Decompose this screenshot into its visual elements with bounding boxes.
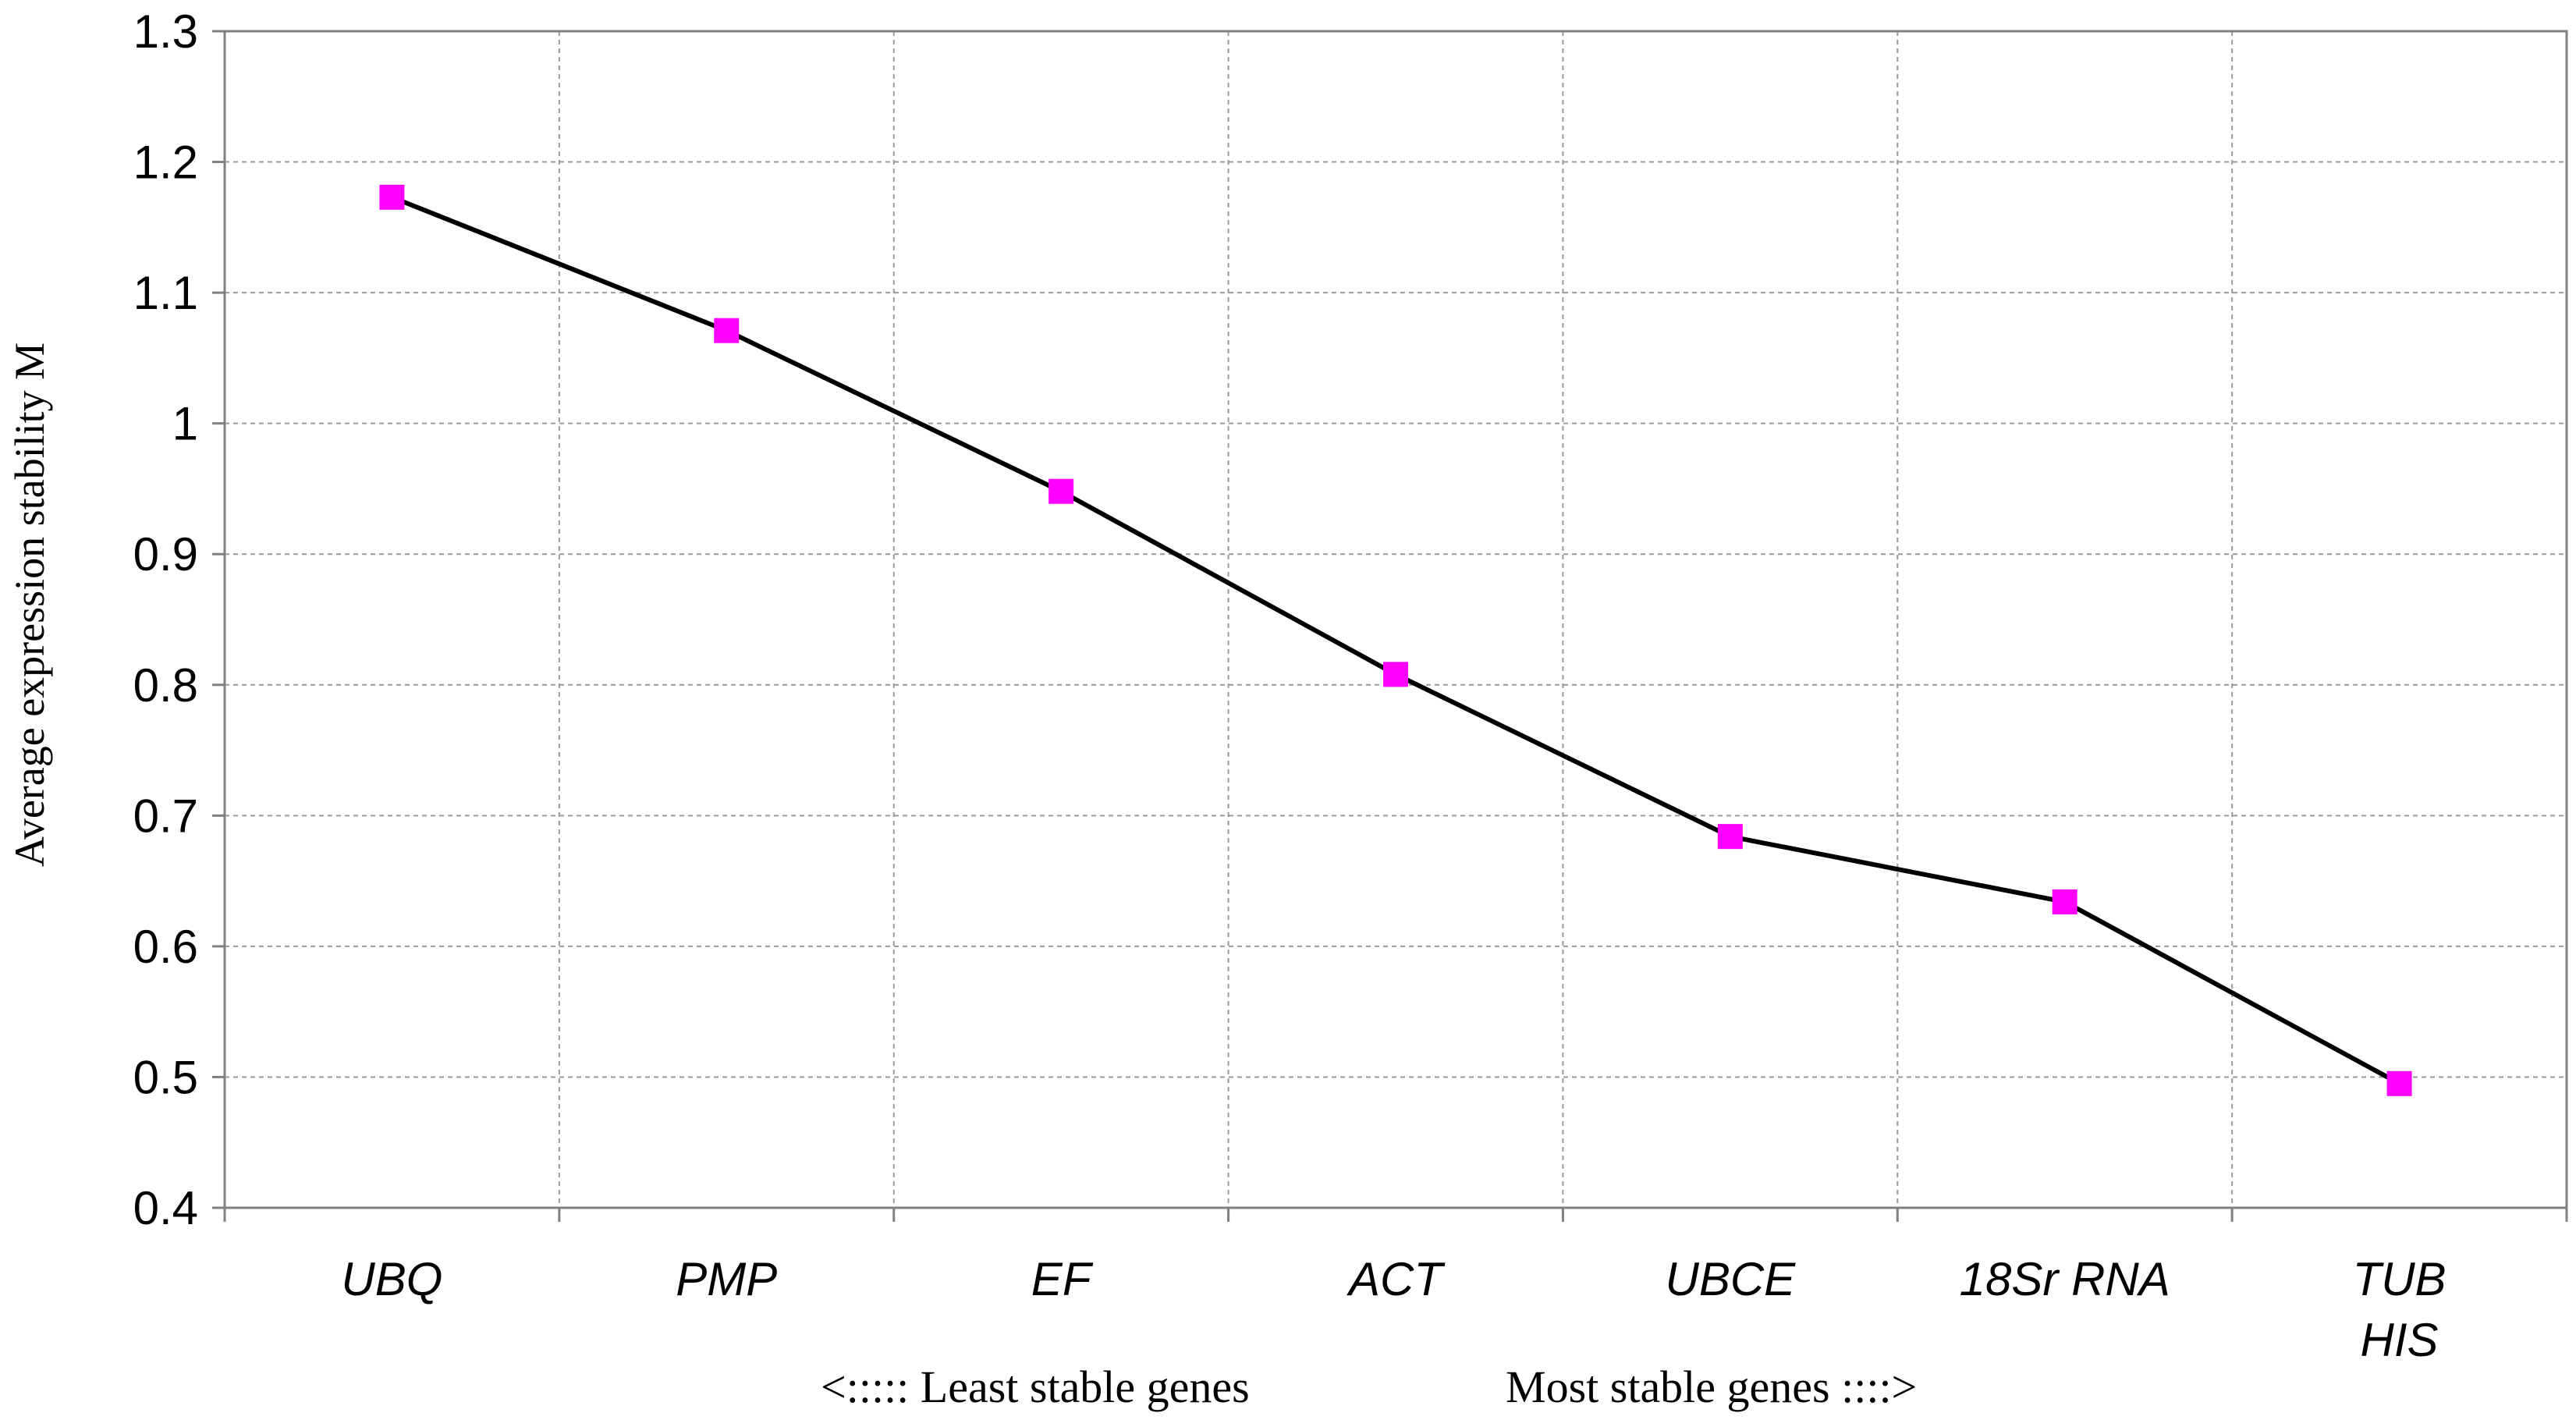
xtick-label-5: 18Sr RNA	[1960, 1253, 2170, 1305]
point-0-6	[2386, 1070, 2412, 1096]
most-stable-annotation: Most stable genes ::::>	[1506, 1361, 1917, 1412]
ytick-label-0: 0.4	[133, 1182, 198, 1234]
ytick-label-4: 0.8	[133, 659, 198, 712]
xtick-label-4: UBCE	[1666, 1253, 1797, 1305]
ytick-label-6: 1	[172, 398, 198, 450]
ytick-label-3: 0.7	[133, 790, 198, 842]
xtick-label-2: EF	[1031, 1253, 1094, 1305]
xtick-label-3: ACT	[1347, 1253, 1446, 1305]
point-0-4	[1717, 824, 1743, 850]
y-axis-label: Average expression stability M	[6, 343, 53, 867]
grid-layer	[225, 30, 2567, 1208]
point-0-5	[2052, 889, 2077, 914]
xtick-label-0: UBQ	[341, 1253, 442, 1305]
point-0-3	[1383, 662, 1408, 687]
point-0-2	[1048, 478, 1074, 504]
ytick-label-2: 0.6	[133, 921, 198, 973]
ytick-label-5: 0.9	[133, 528, 198, 580]
xtick-label-1: PMP	[676, 1253, 777, 1305]
point-0-1	[714, 318, 740, 343]
y-tick-labels: 0.4 0.5 0.6 0.7 0.8 0.9 1 1.1 1.2 1.3	[133, 5, 198, 1234]
ytick-label-8: 1.2	[133, 137, 198, 189]
series-layer	[379, 184, 2412, 1096]
ytick-label-9: 1.3	[133, 5, 198, 58]
x-tick-labels: UBQ PMP EF ACT UBCE 18Sr RNA TUB HIS	[341, 1253, 2446, 1366]
point-0-0	[379, 184, 405, 210]
axis-layer	[212, 30, 2568, 1222]
plot-area	[223, 30, 2568, 1209]
ytick-label-1: 0.5	[133, 1051, 198, 1103]
least-stable-annotation: <::::: Least stable genes	[821, 1361, 1250, 1412]
ytick-label-7: 1.1	[133, 267, 198, 319]
series-line-0	[391, 195, 2401, 1086]
xtick-label-6: TUB HIS	[2353, 1253, 2446, 1366]
